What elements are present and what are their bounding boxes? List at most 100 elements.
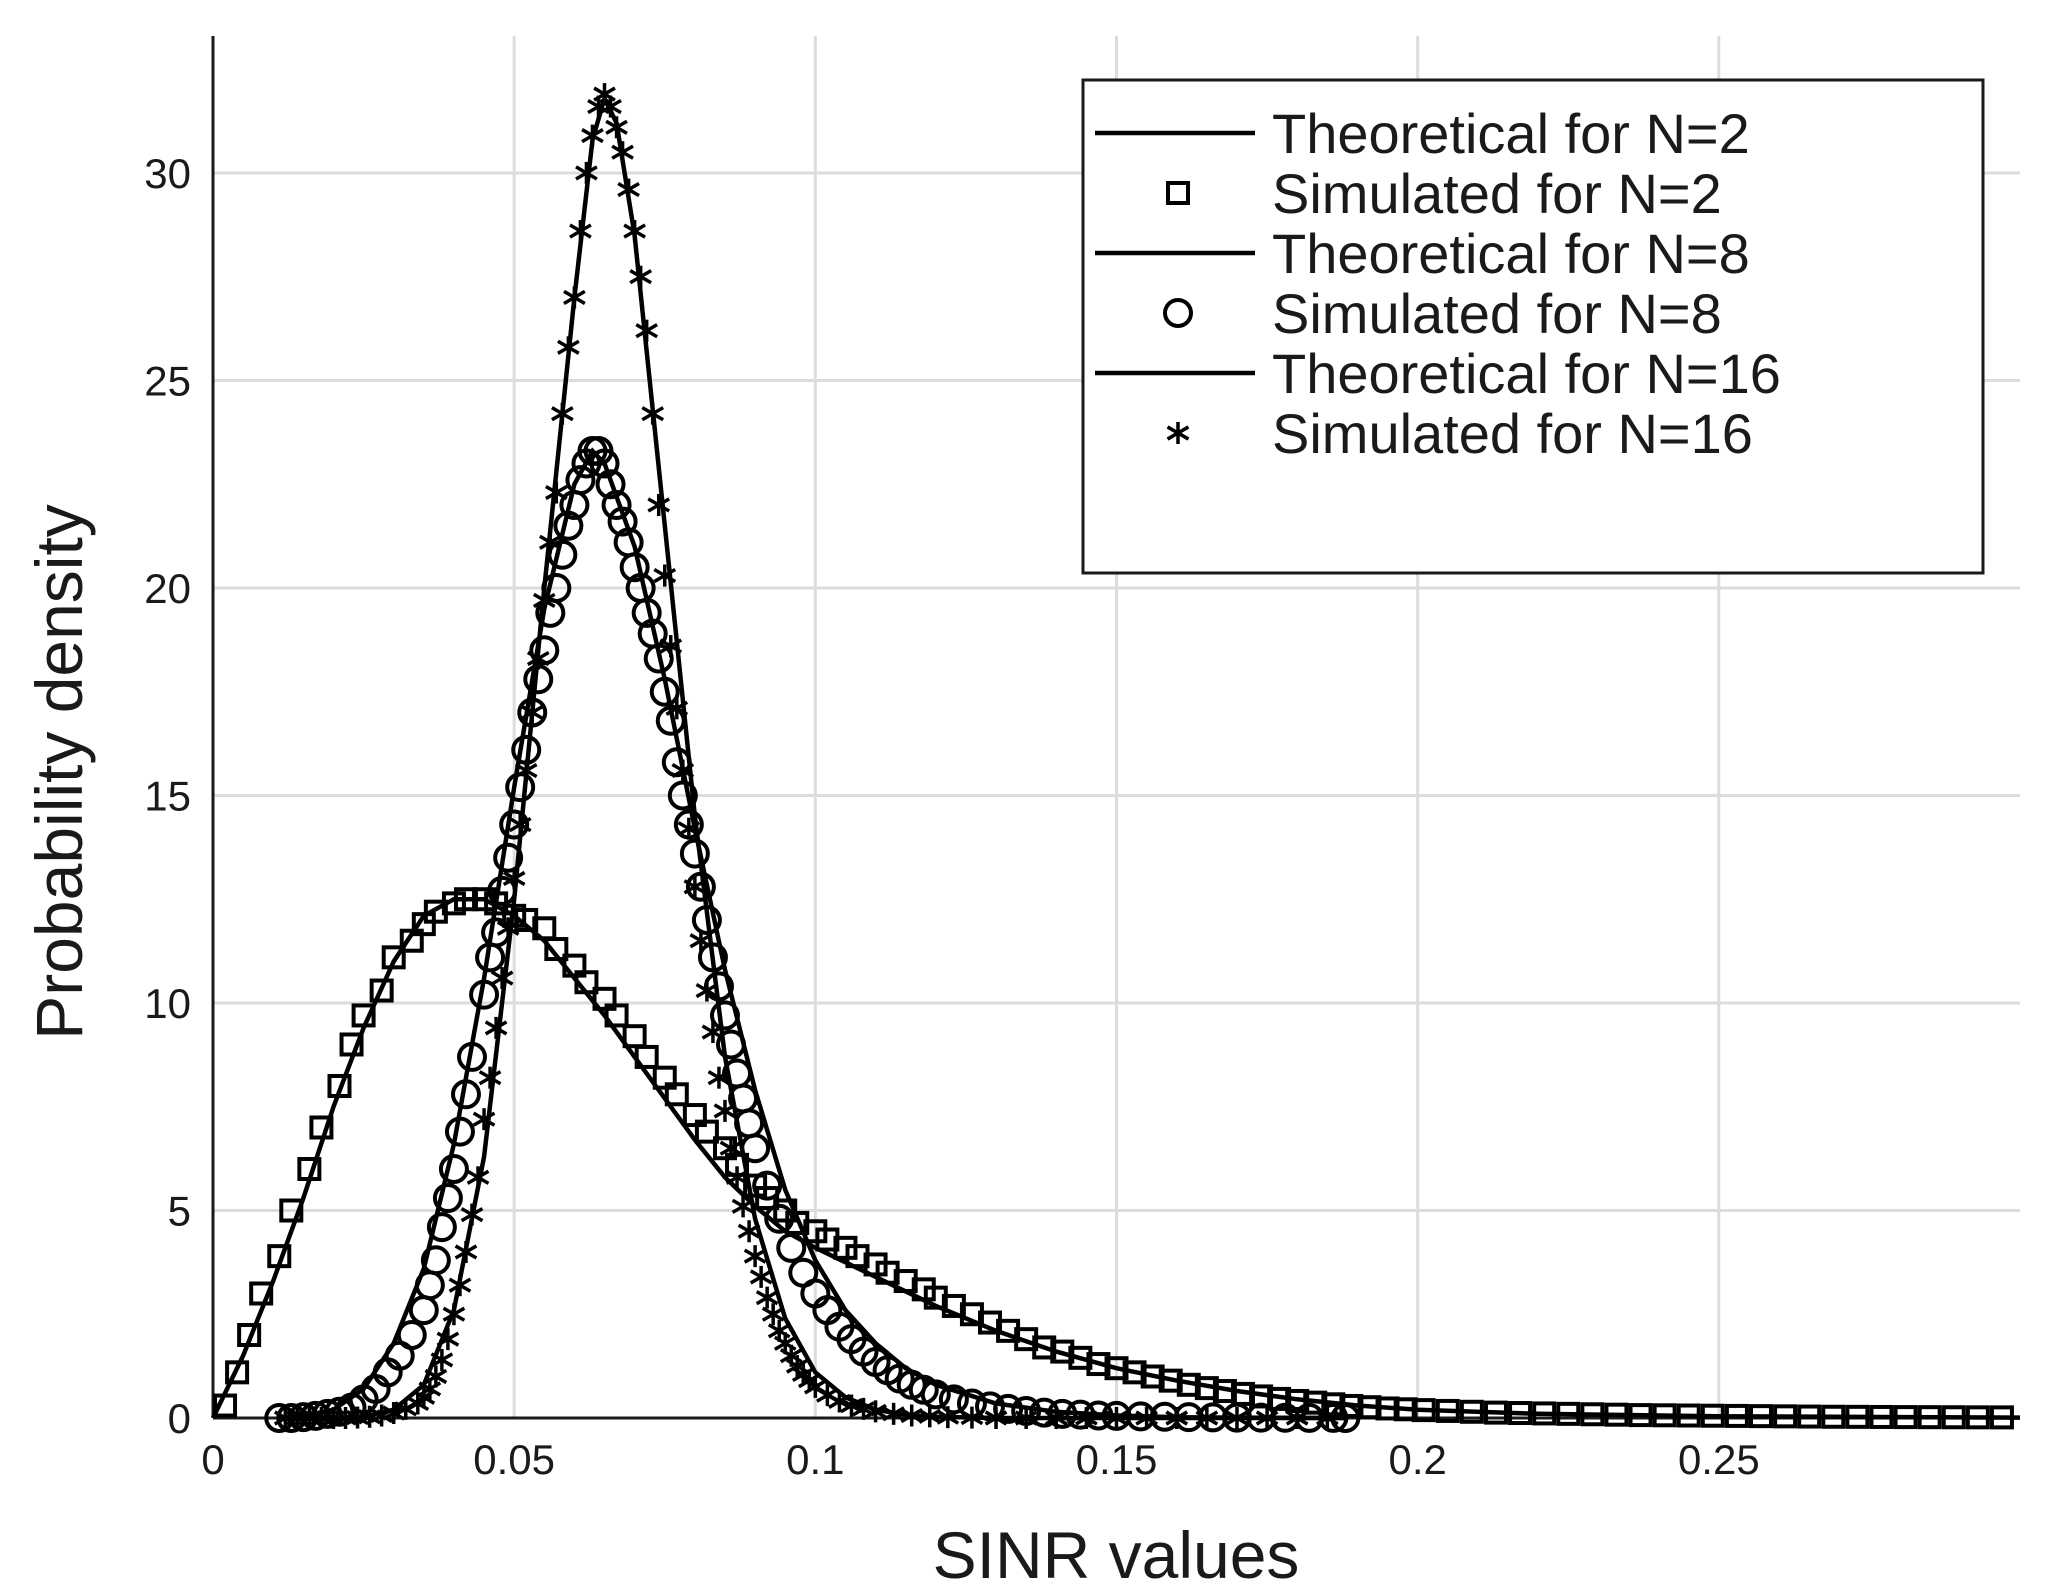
legend-square-swatch	[1166, 181, 1190, 205]
legend-asterisk-swatch	[1166, 422, 1190, 444]
circle-marker	[752, 1170, 783, 1201]
asterisk-marker	[436, 1328, 460, 1351]
square-marker	[279, 1198, 304, 1223]
asterisk-marker	[478, 1066, 502, 1089]
series-theoretical-for-n-2	[210, 896, 2021, 1420]
asterisk-marker	[1195, 1407, 1219, 1429]
asterisk-marker	[641, 402, 665, 425]
legend-circle-swatch	[1163, 298, 1193, 328]
asterisk-marker	[1075, 1407, 1098, 1429]
asterisk-marker	[647, 493, 671, 516]
square-marker	[1941, 1405, 1966, 1430]
circle-marker	[469, 979, 500, 1010]
asterisk-marker	[617, 178, 640, 201]
square-marker	[309, 1115, 334, 1140]
circle-marker	[776, 1232, 807, 1263]
asterisk-marker	[623, 220, 646, 243]
asterisk-marker	[828, 1390, 851, 1413]
square-marker	[225, 1360, 250, 1385]
square-marker	[1748, 1404, 1773, 1429]
square-marker	[574, 970, 599, 995]
asterisk-marker	[1014, 1407, 1038, 1429]
square-marker	[1411, 1398, 1436, 1423]
asterisk-marker	[755, 1286, 779, 1309]
asterisk-marker	[984, 1407, 1008, 1429]
square-marker	[1508, 1401, 1533, 1426]
square-marker	[1965, 1405, 1990, 1430]
square-marker	[592, 986, 617, 1011]
circle-marker	[601, 489, 632, 520]
asterisk-marker	[731, 1195, 755, 1218]
asterisk-marker	[701, 1021, 725, 1044]
x-axis-title: SINR values	[933, 1518, 1300, 1592]
asterisk-marker	[569, 220, 592, 243]
y-tick-label: 30	[144, 150, 191, 197]
legend-entry: Theoretical for N=8	[1095, 222, 1750, 285]
x-tick-label: 0.25	[1678, 1436, 1760, 1483]
asterisk-marker	[707, 1066, 731, 1089]
square-marker	[1435, 1398, 1460, 1423]
square-marker	[1556, 1401, 1581, 1426]
asterisk-marker	[520, 701, 544, 724]
asterisk-marker	[1255, 1407, 1279, 1429]
x-tick-label: 0	[201, 1436, 224, 1483]
asterisk-marker	[671, 759, 695, 782]
legend-label: Theoretical for N=2	[1272, 102, 1750, 165]
circle-marker	[643, 643, 674, 674]
square-marker	[381, 945, 406, 970]
square-marker	[1483, 1400, 1508, 1425]
square-marker	[399, 928, 424, 953]
circle-marker	[565, 465, 596, 496]
asterisk-marker	[840, 1394, 863, 1417]
legend-label: Simulated for N=8	[1272, 282, 1722, 345]
square-marker	[1773, 1404, 1798, 1429]
asterisk-marker	[737, 1220, 761, 1243]
legend-box	[1081, 78, 1985, 575]
legend-label: Theoretical for N=8	[1272, 222, 1750, 285]
asterisk-marker	[1165, 1407, 1189, 1429]
asterisk-marker	[653, 564, 677, 587]
tick-labels: 0 0.05 0.1 0.15 0.2 0.25 0 5 10 15 20 25 30	[144, 150, 1759, 1483]
square-marker	[755, 1186, 780, 1211]
square-marker	[1869, 1404, 1894, 1429]
series-group	[210, 83, 2021, 1433]
asterisk-marker	[936, 1406, 960, 1429]
asterisk-marker	[882, 1402, 905, 1425]
asterisk-marker	[749, 1265, 773, 1288]
series-simulated-for-n-16	[273, 83, 1339, 1429]
asterisk-marker	[442, 1303, 466, 1326]
asterisk-marker	[382, 1402, 406, 1425]
circle-marker	[426, 1212, 457, 1243]
circle-marker	[457, 1041, 488, 1072]
square-marker	[604, 1003, 629, 1028]
circle-marker	[607, 506, 638, 537]
y-tick-label: 0	[168, 1395, 191, 1442]
x-tick-label: 0.1	[786, 1436, 844, 1483]
asterisk-marker	[563, 286, 586, 309]
asterisk-marker	[460, 1203, 484, 1226]
asterisk-marker	[448, 1274, 472, 1297]
square-marker	[1676, 1403, 1701, 1428]
square-marker	[1845, 1404, 1870, 1429]
asterisk-marker	[713, 1099, 737, 1122]
asterisk-marker	[508, 813, 532, 836]
circle-marker	[553, 510, 584, 541]
square-marker	[249, 1281, 274, 1306]
y-tick-label: 5	[168, 1187, 191, 1234]
square-marker	[213, 1393, 238, 1418]
asterisk-marker	[454, 1240, 478, 1263]
asterisk-marker	[466, 1166, 490, 1189]
square-marker	[532, 916, 557, 941]
asterisk-marker	[484, 1016, 508, 1039]
asterisk-marker	[611, 141, 634, 164]
asterisk-marker	[864, 1400, 887, 1423]
asterisk-marker	[424, 1365, 448, 1388]
legend-label: Theoretical for N=16	[1272, 342, 1781, 405]
square-marker	[1893, 1405, 1918, 1430]
x-tick-label: 0.2	[1388, 1436, 1446, 1483]
square-marker	[694, 1119, 719, 1144]
asterisk-marker	[1105, 1407, 1128, 1429]
square-marker	[1821, 1404, 1846, 1429]
square-marker	[1700, 1403, 1725, 1428]
